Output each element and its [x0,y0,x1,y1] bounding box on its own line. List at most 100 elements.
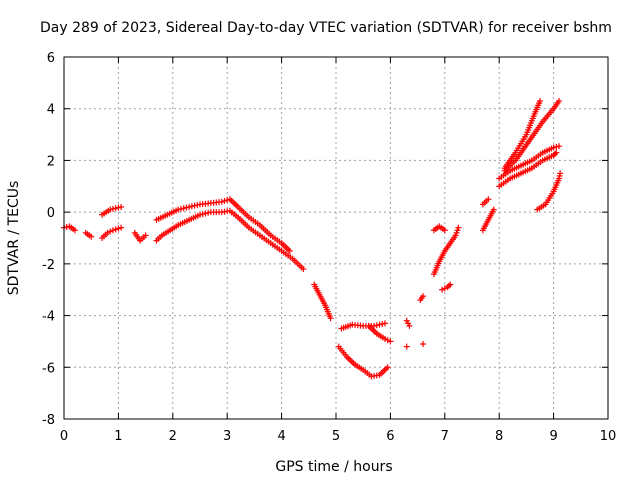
data-point-fill [183,204,190,211]
data-point [439,286,446,293]
y-tick-label: -8 [42,413,55,428]
data-point-fill [515,171,522,178]
data-point-fill [315,289,322,296]
data-point-fill [556,172,563,179]
data-point-fill [489,208,496,215]
data-point [387,338,394,345]
data-point-fill [233,212,240,219]
data-point-fill [551,150,558,157]
data-point-fill [109,205,116,212]
data-point-fill [383,365,390,372]
data-point [118,224,125,231]
x-axis-ticks: 0 1 2 3 4 5 6 7 8 9 10 [60,57,616,444]
x-tick-label: 5 [332,429,340,444]
x-tick-label: 2 [169,429,177,444]
y-tick-label: -4 [42,310,55,325]
data-point-fill [107,228,114,235]
data-point-fill [202,210,209,217]
data-point-fill [484,218,491,225]
data-point [381,320,388,327]
y-tick-label: 0 [47,206,55,221]
data-point-fill [244,222,251,229]
data-point-fill [548,145,555,152]
data-point-fill [405,320,412,327]
data-point-fill [276,246,283,253]
y-tick-label: -2 [42,258,55,273]
x-axis-label: GPS time / hours [275,459,392,475]
data-point [186,203,193,210]
data-point-fill [483,197,490,204]
data-point-fill [112,226,119,233]
x-tick-label: 1 [114,429,122,444]
data-point-fill [549,107,556,114]
data-point-fill [224,197,231,204]
data-point-fill [233,202,240,209]
chart-title: Day 289 of 2023, Sidereal Day-to-day VTE… [40,20,612,36]
x-tick-label: 9 [549,429,557,444]
data-point-fill [536,100,543,107]
data-point-fill [244,212,251,219]
data-point-fill [384,337,391,344]
data-point-fill [177,205,184,212]
data-point-fill [194,212,201,219]
data-point-fill [379,334,386,341]
data-point-fill [522,143,529,150]
data-point-fill [504,177,511,184]
data-point-fill [173,223,180,230]
data-point-fill [357,322,364,329]
y-axis-ticks: -8 -6 -4 -2 0 2 4 6 [42,51,608,428]
data-point-fill [157,234,164,241]
data-point [118,203,125,210]
data-point-fill [445,282,452,289]
data-point-fill [372,329,379,336]
data-point-fill [63,224,70,231]
data-point-fill [515,163,522,170]
x-tick-label: 0 [60,429,68,444]
data-points [61,97,564,380]
data-point-fill [439,225,446,232]
data-point-fill [522,133,529,140]
grid-lines [64,57,608,419]
data-point-fill [115,225,122,232]
data-point-fill [105,207,112,214]
data-point-fill [526,166,533,173]
data-point-fill [441,285,448,292]
data-point-fill [373,322,380,329]
data-point-fill [440,249,447,256]
data-point-fill [326,313,333,320]
data-point-fill [216,209,223,216]
data-point-fill [224,208,231,215]
data-point-fill [553,143,560,150]
data-point [403,343,410,350]
data-point-fill [555,177,562,184]
x-tick-label: 6 [386,429,394,444]
data-point-fill [435,260,442,267]
data-point-fill [205,209,212,216]
data-point-fill [162,212,169,219]
data-point-fill [188,203,195,210]
data-point-fill [548,153,555,160]
data-point-fill [379,320,386,327]
data-point-fill [183,217,190,224]
data-point-fill [112,205,119,212]
y-tick-label: -6 [42,361,55,376]
data-point [556,143,563,150]
data-point-fill [376,321,383,328]
data-point-fill [445,242,452,249]
data-point-fill [454,227,461,234]
data-point-fill [165,228,172,235]
data-point-fill [276,238,283,245]
data-point-fill [86,232,93,239]
data-point-fill [532,128,539,135]
data-point-fill [102,231,109,238]
data-point-fill [265,230,272,237]
data-point-fill [321,300,328,307]
x-tick-label: 7 [441,429,449,444]
data-point-fill [350,360,357,367]
data-point-fill [221,197,228,204]
data-point-fill [511,151,518,158]
data-point-fill [205,200,212,207]
data-point-fill [254,220,261,227]
y-tick-label: 4 [47,103,55,118]
